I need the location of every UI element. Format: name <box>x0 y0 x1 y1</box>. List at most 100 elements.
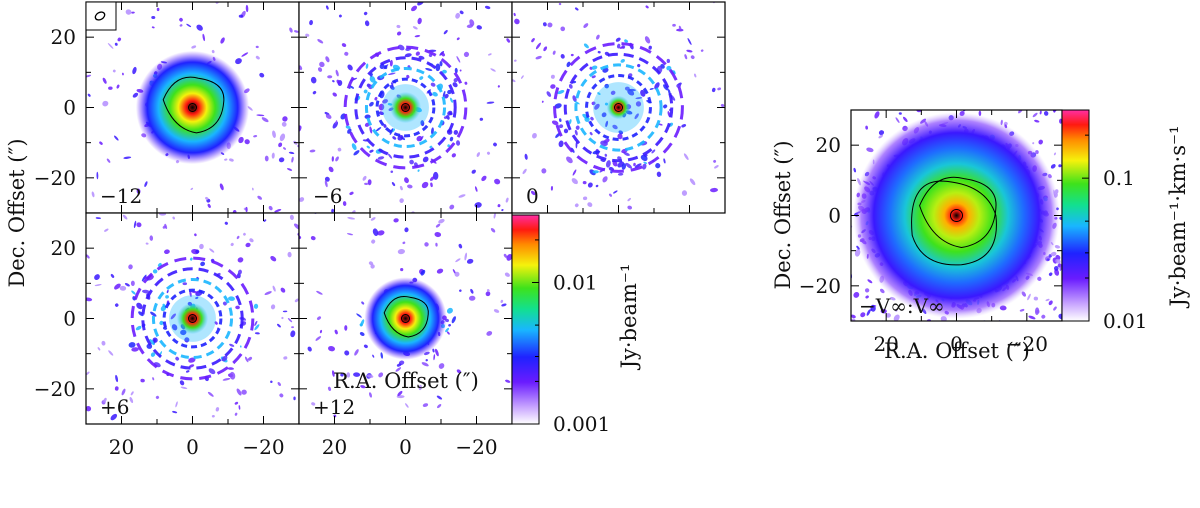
noise-speckle <box>281 121 287 127</box>
noise-speckle <box>672 23 676 27</box>
noise-speckle <box>211 414 215 418</box>
channel-panel: −12 <box>85 1 300 214</box>
noise-speckle <box>501 303 507 307</box>
noise-speckle <box>425 358 428 362</box>
noise-speckle <box>994 71 997 74</box>
noise-speckle <box>447 144 451 148</box>
noise-speckle <box>155 395 160 399</box>
noise-speckle <box>389 128 394 136</box>
noise-speckle <box>351 143 357 151</box>
noise-speckle <box>841 231 846 236</box>
noise-speckle <box>114 42 118 46</box>
noise-speckle <box>592 170 599 174</box>
noise-speckle <box>132 92 139 98</box>
noise-speckle <box>328 345 335 352</box>
noise-speckle <box>874 111 880 119</box>
noise-speckle <box>374 96 378 101</box>
noise-speckle <box>1038 139 1043 145</box>
colorbar <box>1061 109 1090 322</box>
core-emission <box>606 95 631 120</box>
noise-speckle <box>420 269 426 276</box>
noise-speckle <box>434 348 439 357</box>
channel-panel: 0 <box>511 1 768 214</box>
noise-speckle <box>944 85 951 92</box>
noise-speckle <box>637 63 641 68</box>
noise-speckle <box>346 372 351 378</box>
noise-speckle <box>913 97 918 101</box>
noise-speckle <box>865 295 869 299</box>
x-axis-label: R.A. Offset (″) <box>884 339 1030 363</box>
noise-speckle <box>1054 268 1060 276</box>
noise-speckle <box>831 311 835 315</box>
noise-speckle <box>830 252 838 257</box>
noise-speckle <box>845 171 848 174</box>
x-tick-label: 20 <box>109 435 134 459</box>
noise-speckle <box>962 110 966 112</box>
noise-speckle <box>524 153 528 160</box>
noise-speckle <box>256 114 265 117</box>
noise-speckle <box>627 197 631 202</box>
noise-speckle <box>945 371 948 375</box>
noise-speckle <box>149 339 155 346</box>
noise-speckle <box>621 163 627 170</box>
noise-speckle <box>446 307 453 314</box>
noise-speckle <box>393 218 399 223</box>
noise-speckle <box>468 295 476 301</box>
noise-speckle <box>331 370 335 377</box>
noise-speckle <box>651 149 656 154</box>
noise-speckle <box>572 95 577 103</box>
noise-speckle <box>263 219 267 222</box>
noise-speckle <box>648 45 652 50</box>
noise-speckle <box>666 65 672 71</box>
noise-speckle <box>104 228 109 232</box>
noise-speckle <box>867 96 870 98</box>
noise-speckle <box>668 89 671 95</box>
core-emission <box>176 302 209 335</box>
noise-speckle <box>364 182 368 186</box>
panel-image <box>512 2 768 213</box>
core-emission <box>364 277 447 360</box>
noise-speckle <box>103 397 107 403</box>
noise-speckle <box>455 258 461 263</box>
noise-speckle <box>851 314 856 319</box>
noise-speckle <box>383 65 388 70</box>
noise-speckle <box>332 92 337 97</box>
noise-speckle <box>761 110 768 116</box>
noise-speckle <box>365 63 369 69</box>
y-tick-label: −20 <box>34 377 76 401</box>
noise-speckle <box>535 55 542 60</box>
noise-speckle <box>151 26 155 29</box>
noise-speckle <box>587 182 593 188</box>
noise-speckle <box>86 254 90 259</box>
noise-speckle <box>345 125 351 129</box>
noise-speckle <box>879 288 885 294</box>
noise-speckle <box>479 117 484 121</box>
y-tick-label: 0 <box>63 307 76 331</box>
noise-speckle <box>545 387 551 393</box>
noise-speckle <box>864 337 872 342</box>
noise-speckle <box>587 202 593 207</box>
noise-speckle <box>689 178 696 186</box>
noise-speckle <box>826 303 830 308</box>
noise-speckle <box>327 75 333 79</box>
noise-speckle <box>227 296 235 301</box>
noise-speckle <box>150 311 157 317</box>
noise-speckle <box>253 135 258 138</box>
noise-speckle <box>513 59 517 62</box>
noise-speckle <box>867 279 873 284</box>
shell-ring <box>574 63 663 152</box>
noise-speckle <box>229 158 234 162</box>
noise-speckle <box>683 153 689 161</box>
noise-speckle <box>108 86 113 90</box>
contour-outer <box>383 296 429 338</box>
noise-speckle <box>1055 254 1061 261</box>
noise-speckle <box>486 331 493 336</box>
noise-speckle <box>830 233 833 236</box>
noise-speckle <box>963 362 968 368</box>
noise-speckle <box>399 198 404 203</box>
noise-speckle <box>184 337 190 343</box>
noise-speckle <box>898 112 902 115</box>
noise-speckle <box>75 218 81 222</box>
noise-speckle <box>501 209 504 212</box>
noise-speckle <box>550 84 556 89</box>
